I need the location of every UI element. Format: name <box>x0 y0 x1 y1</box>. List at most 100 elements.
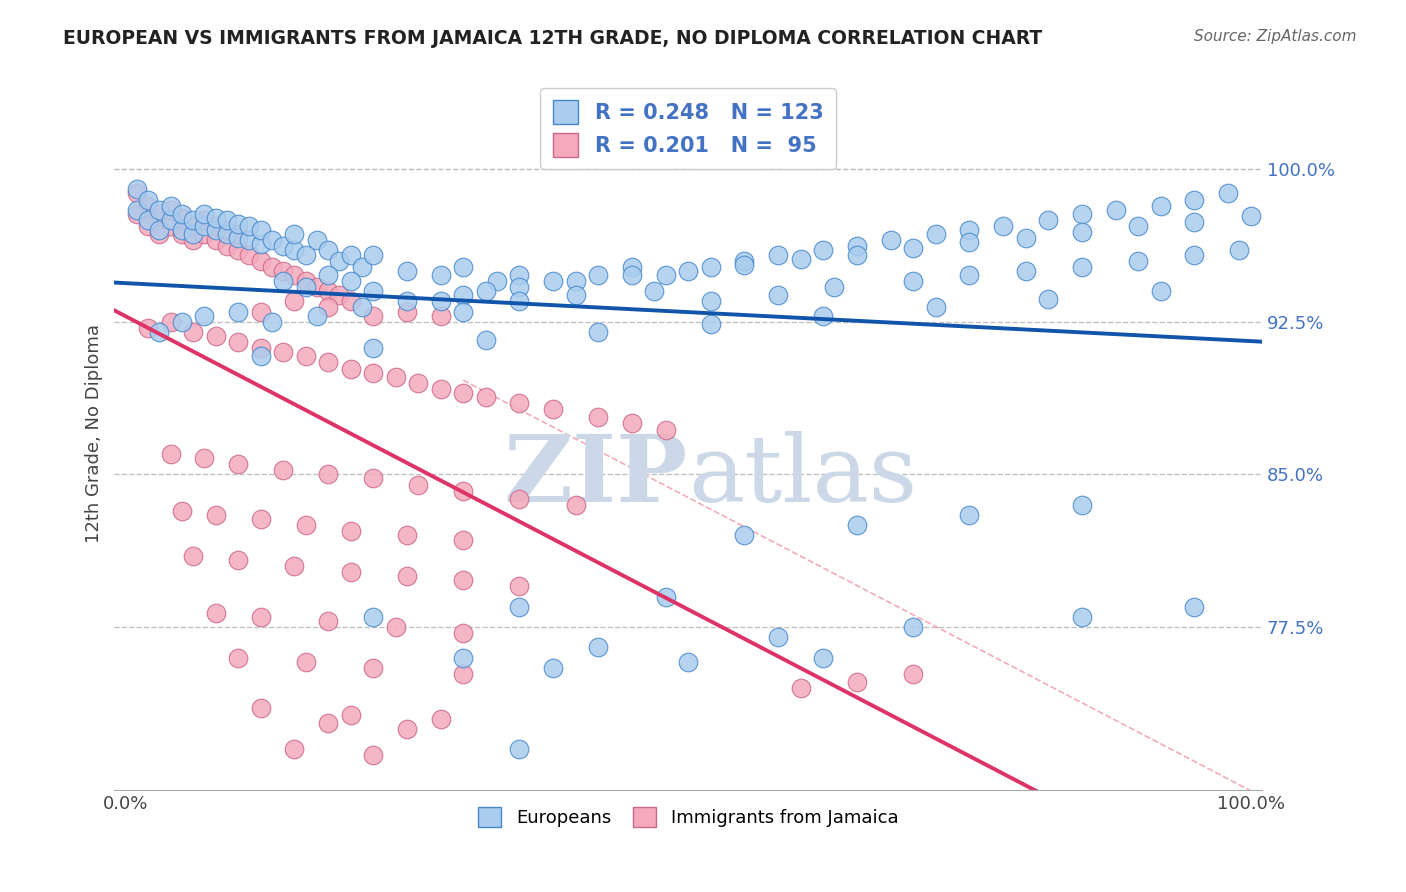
Point <box>361 247 384 261</box>
Point <box>564 288 586 302</box>
Point <box>406 477 429 491</box>
Point <box>249 701 271 715</box>
Point <box>249 237 271 252</box>
Point <box>1070 225 1092 239</box>
Point <box>1104 202 1126 217</box>
Text: EUROPEAN VS IMMIGRANTS FROM JAMAICA 12TH GRADE, NO DIPLOMA CORRELATION CHART: EUROPEAN VS IMMIGRANTS FROM JAMAICA 12TH… <box>63 29 1042 47</box>
Point <box>249 610 271 624</box>
Point <box>924 227 946 242</box>
Point <box>564 498 586 512</box>
Point <box>181 549 204 563</box>
Point <box>901 274 924 288</box>
Point <box>159 213 181 227</box>
Point <box>271 274 294 288</box>
Point <box>406 376 429 390</box>
Point <box>676 264 699 278</box>
Point <box>170 315 193 329</box>
Point <box>125 207 148 221</box>
Point <box>451 260 474 274</box>
Point <box>429 712 451 726</box>
Point <box>1184 193 1206 207</box>
Point <box>249 223 271 237</box>
Point <box>1240 209 1263 223</box>
Point <box>620 417 643 431</box>
Point <box>474 333 496 347</box>
Point <box>181 219 204 233</box>
Point <box>260 233 283 247</box>
Point <box>1014 264 1036 278</box>
Point <box>586 268 609 282</box>
Point <box>294 518 316 533</box>
Point <box>215 213 238 227</box>
Point <box>1014 231 1036 245</box>
Point <box>271 463 294 477</box>
Point <box>384 369 406 384</box>
Point <box>226 244 249 258</box>
Text: atlas: atlas <box>688 432 917 522</box>
Point <box>766 288 789 302</box>
Point <box>586 640 609 655</box>
Point <box>1149 284 1171 298</box>
Point <box>541 402 564 417</box>
Point <box>957 223 980 237</box>
Point <box>339 361 361 376</box>
Point <box>238 233 260 247</box>
Point <box>395 304 418 318</box>
Point <box>1126 219 1149 233</box>
Point <box>294 349 316 363</box>
Point <box>170 227 193 242</box>
Point <box>361 341 384 355</box>
Point <box>361 309 384 323</box>
Point <box>125 182 148 196</box>
Point <box>429 309 451 323</box>
Point <box>294 274 316 288</box>
Point <box>901 666 924 681</box>
Point <box>508 599 530 614</box>
Point <box>226 650 249 665</box>
Point <box>181 233 204 247</box>
Point <box>249 253 271 268</box>
Point <box>699 317 721 331</box>
Legend: Europeans, Immigrants from Jamaica: Europeans, Immigrants from Jamaica <box>471 800 905 834</box>
Point <box>305 280 328 294</box>
Point <box>1070 498 1092 512</box>
Point <box>699 294 721 309</box>
Point <box>136 321 159 335</box>
Point <box>193 213 215 227</box>
Point <box>395 294 418 309</box>
Point <box>181 325 204 339</box>
Point <box>215 227 238 242</box>
Point <box>811 309 834 323</box>
Point <box>148 207 170 221</box>
Point <box>766 630 789 644</box>
Point <box>957 268 980 282</box>
Point <box>204 219 226 233</box>
Point <box>170 504 193 518</box>
Point <box>395 569 418 583</box>
Point <box>451 304 474 318</box>
Point <box>395 528 418 542</box>
Point <box>924 301 946 315</box>
Point <box>1184 599 1206 614</box>
Point <box>699 260 721 274</box>
Point <box>676 655 699 669</box>
Point <box>181 213 204 227</box>
Point <box>170 207 193 221</box>
Point <box>204 329 226 343</box>
Point <box>193 207 215 221</box>
Point <box>148 223 170 237</box>
Point <box>125 186 148 201</box>
Point <box>226 457 249 471</box>
Point <box>766 247 789 261</box>
Point <box>361 366 384 380</box>
Point <box>1149 199 1171 213</box>
Point <box>316 355 339 369</box>
Point <box>316 614 339 628</box>
Point <box>226 334 249 349</box>
Point <box>125 202 148 217</box>
Point <box>204 211 226 225</box>
Point <box>215 239 238 253</box>
Point <box>429 294 451 309</box>
Point <box>654 423 676 437</box>
Point <box>811 650 834 665</box>
